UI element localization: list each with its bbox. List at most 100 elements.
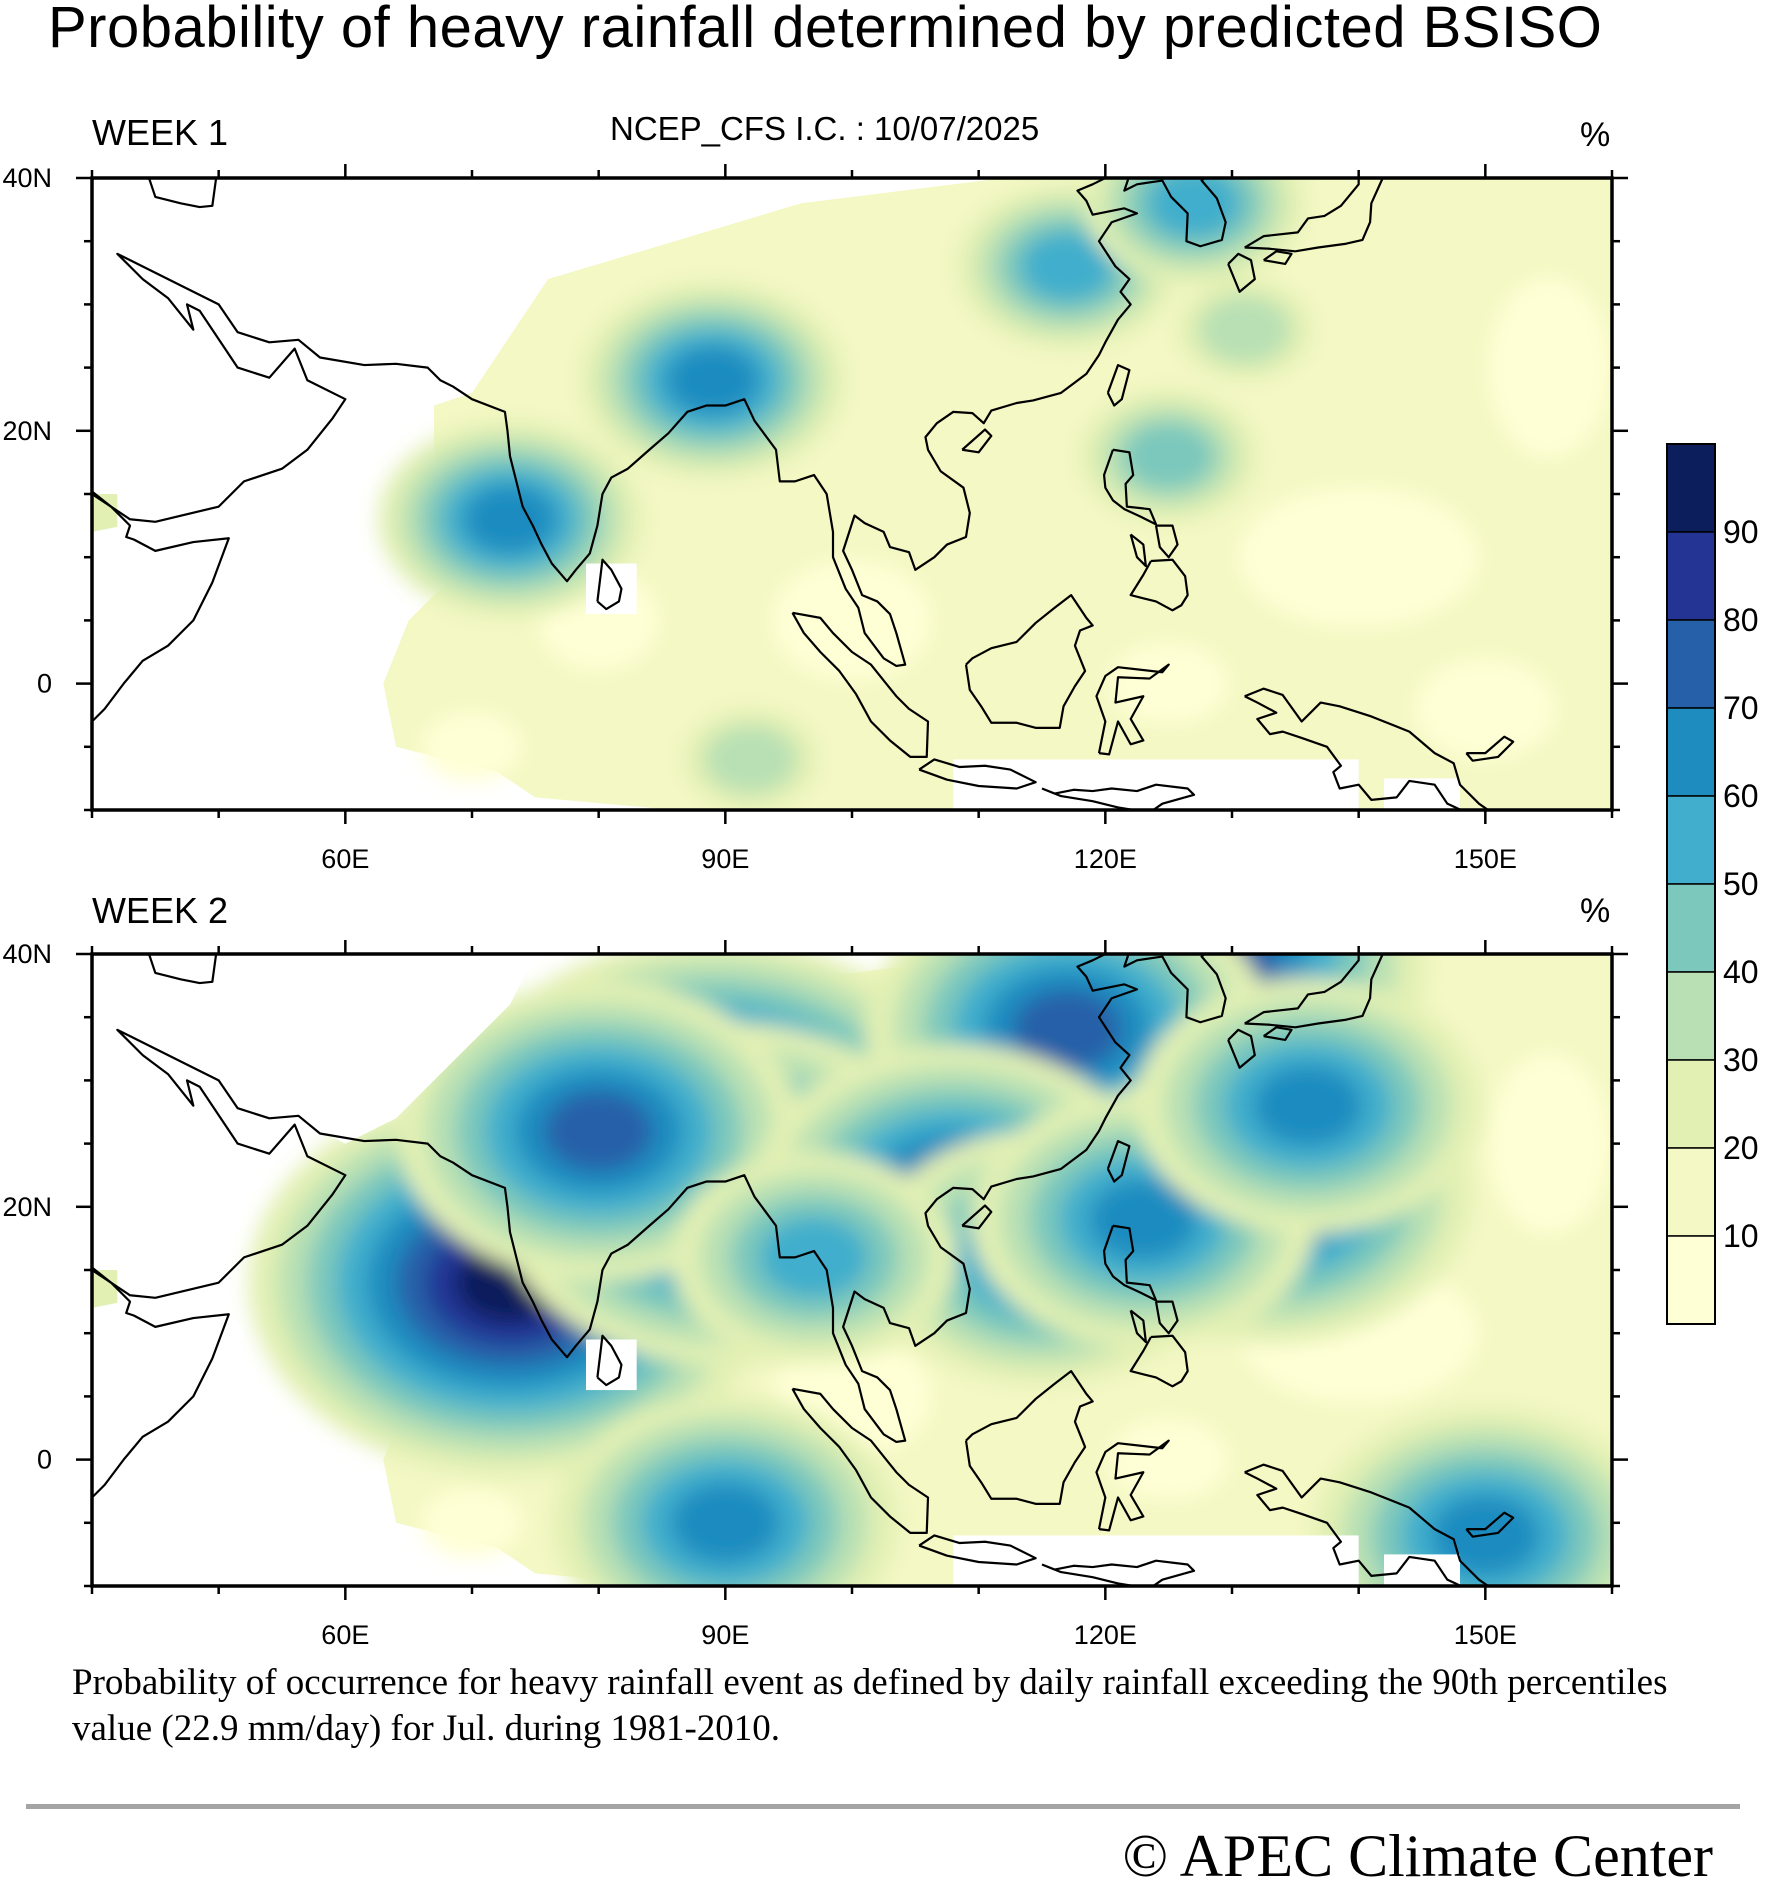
coastline [1154, 1300, 1179, 1335]
coastline [1244, 687, 1490, 810]
y-tick-label: 20N [2, 416, 52, 446]
colorbar-swatch [1666, 707, 1716, 797]
x-tick-label: 90E [701, 844, 749, 874]
coastline [961, 428, 993, 454]
copyright-notice: © APEC Climate Center [1122, 1823, 1713, 1889]
unit-label-week2: % [1580, 892, 1611, 930]
hotspot-contour [1198, 295, 1291, 364]
coastline [964, 1370, 1094, 1505]
coastlines [92, 954, 1515, 1586]
hotspot-contour [671, 1482, 780, 1563]
y-tick-label: 0 [37, 1445, 52, 1475]
hotspot-contour [464, 485, 556, 554]
coastline [1106, 363, 1131, 407]
coastline [92, 490, 230, 723]
colorbar-swatch [1666, 1235, 1716, 1325]
hotspot-contour [1254, 1065, 1362, 1146]
coastline [961, 1204, 993, 1230]
rainfall-probability-field [92, 178, 1612, 810]
colorbar-tick-label: 50 [1723, 866, 1759, 902]
coastline [1041, 783, 1196, 810]
coastline [596, 1334, 623, 1387]
coastline [1465, 1511, 1515, 1538]
coastline [1244, 954, 1384, 1029]
coastline [791, 611, 930, 759]
coastline [1106, 1139, 1131, 1183]
panel-label-week2: WEEK 2 [92, 890, 229, 931]
coastline [92, 178, 1227, 668]
hotspot-contour [1021, 232, 1114, 301]
colorbar-swatch [1666, 1147, 1716, 1237]
coastline [791, 1387, 930, 1535]
coastline [1244, 1463, 1490, 1586]
coastline [1263, 1026, 1293, 1042]
hotspot-contour [1148, 178, 1240, 238]
coastline [1129, 558, 1189, 612]
coastline [1244, 178, 1384, 253]
coastline [1129, 1309, 1147, 1344]
y-tick-label: 20N [2, 1192, 52, 1222]
colorbar-swatch [1666, 619, 1716, 709]
colorbar-swatch [1666, 883, 1716, 973]
coastline [1227, 252, 1256, 293]
colorbar-tick-label: 90 [1723, 514, 1759, 550]
x-tick-label: 120E [1074, 1620, 1137, 1650]
hotspot-contour [704, 725, 797, 794]
colorbar-swatch [1666, 531, 1716, 621]
coastline [1102, 448, 1158, 526]
panel-label-week1: WEEK 1 [92, 112, 229, 153]
hotspot-contour [1013, 989, 1122, 1070]
colorbar-tick-label: 80 [1723, 602, 1759, 638]
colorbar-swatch [1666, 1059, 1716, 1149]
colorbar-swatch [1666, 971, 1716, 1061]
coastline [918, 758, 1037, 790]
x-tick-label: 60E [321, 844, 369, 874]
model-init-subtitle: NCEP_CFS I.C. : 10/07/2025 [610, 110, 1040, 147]
colorbar-tick-label: 20 [1723, 1130, 1759, 1166]
coastline [918, 1534, 1037, 1566]
coastline [147, 954, 218, 985]
axis-ticks [76, 164, 1628, 824]
coastline [1129, 1334, 1189, 1388]
hotspot-contour [1122, 422, 1215, 491]
coastline [964, 594, 1094, 729]
y-tick-label: 40N [2, 163, 52, 193]
colorbar-tick-label: 70 [1723, 690, 1759, 726]
coastline [1041, 1559, 1196, 1586]
unit-label-week1: % [1580, 116, 1611, 154]
coastline [92, 954, 1227, 1444]
rainfall-probability-field [92, 954, 1612, 1586]
colorbar-swatch [1666, 443, 1716, 533]
coastline [1263, 250, 1293, 266]
x-tick-label: 60E [321, 1620, 369, 1650]
coastline [1102, 1224, 1158, 1302]
hotspot-contour [760, 1217, 868, 1298]
coastline [1154, 524, 1179, 559]
coastline [92, 1266, 230, 1499]
y-tick-label: 40N [2, 939, 52, 969]
figure-caption: Probability of occurrence for heavy rain… [72, 1662, 1668, 1749]
hotspot-layer [248, 954, 1612, 1586]
coastlines [92, 178, 1515, 810]
x-tick-label: 120E [1074, 844, 1137, 874]
coastline [1227, 1028, 1256, 1069]
colorbar-tick-label: 30 [1723, 1042, 1759, 1078]
coastline [147, 178, 218, 209]
coastline [596, 558, 623, 611]
hotspot-contour [666, 346, 759, 415]
coastline [1129, 533, 1147, 568]
map-week2: 60E 90E 120E 150E 40N 20N 0 [2, 939, 1628, 1650]
coastline [1465, 735, 1515, 762]
page-title: Probability of heavy rainfall determined… [48, 0, 1603, 60]
divider-rule [26, 1804, 1740, 1809]
map-week1: 60E 90E 120E 150E 40N 20N 0 [2, 163, 1628, 874]
axis-ticks [76, 940, 1628, 1600]
y-tick-label: 0 [37, 669, 52, 699]
hotspot-contour [1089, 1179, 1198, 1260]
coastline [1095, 663, 1170, 756]
hotspot-contour [544, 1090, 653, 1171]
colorbar-swatch [1666, 795, 1716, 885]
colorbar-tick-label: 40 [1723, 954, 1759, 990]
colorbar-tick-label: 60 [1723, 778, 1759, 814]
x-tick-label: 150E [1454, 844, 1517, 874]
